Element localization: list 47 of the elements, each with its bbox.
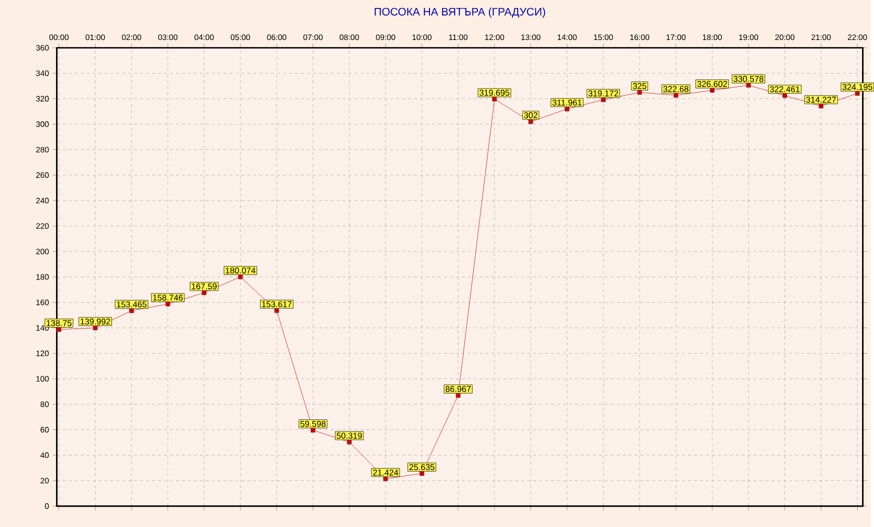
data-label: 322.461 xyxy=(770,86,800,92)
data-label: 302 xyxy=(524,112,538,118)
point xyxy=(456,392,461,398)
data-label: 21.424 xyxy=(373,470,398,476)
point xyxy=(782,93,788,98)
data-label: 167.59 xyxy=(192,283,217,290)
point xyxy=(56,327,62,332)
data-label: 153.465 xyxy=(116,301,146,308)
point xyxy=(600,97,606,102)
data-label: 319.695 xyxy=(480,90,510,96)
point xyxy=(710,88,715,93)
data-label: 322.68 xyxy=(663,86,688,92)
point xyxy=(528,119,534,124)
data-label: 324.195 xyxy=(842,84,872,90)
point xyxy=(346,440,352,444)
point xyxy=(165,302,170,306)
data-label: 59.598 xyxy=(300,420,326,427)
point xyxy=(854,90,860,96)
point xyxy=(637,90,642,95)
point xyxy=(492,96,497,102)
data-label: 314.227 xyxy=(806,96,836,103)
data-label: 325 xyxy=(632,83,646,89)
data-label: 25.635 xyxy=(409,464,434,470)
point xyxy=(564,106,570,112)
data-label: 139.992 xyxy=(80,318,110,324)
data-label: 319.172 xyxy=(588,90,618,96)
point xyxy=(310,428,316,433)
data-label: 330.578 xyxy=(734,76,764,82)
point xyxy=(129,308,134,314)
point xyxy=(202,290,207,296)
point xyxy=(674,92,678,98)
data-label: 50.319 xyxy=(336,432,362,439)
data-label: 153.617 xyxy=(262,301,292,308)
point xyxy=(383,476,388,482)
data-label: 180.074 xyxy=(226,268,256,274)
point xyxy=(238,274,243,280)
point xyxy=(274,308,280,313)
point xyxy=(746,82,751,88)
point xyxy=(818,104,824,108)
data-label: 158.746 xyxy=(153,294,183,301)
point xyxy=(92,325,98,330)
data-label: 86.967 xyxy=(446,386,471,392)
point xyxy=(419,471,424,476)
data-label: 138.75 xyxy=(46,320,72,326)
data-label: 326.602 xyxy=(697,80,728,87)
chart-title: ПОСОКА НА ВЯТЪРА (ГРАДУСИ) xyxy=(374,8,546,18)
data-label: 311.961 xyxy=(552,100,582,106)
